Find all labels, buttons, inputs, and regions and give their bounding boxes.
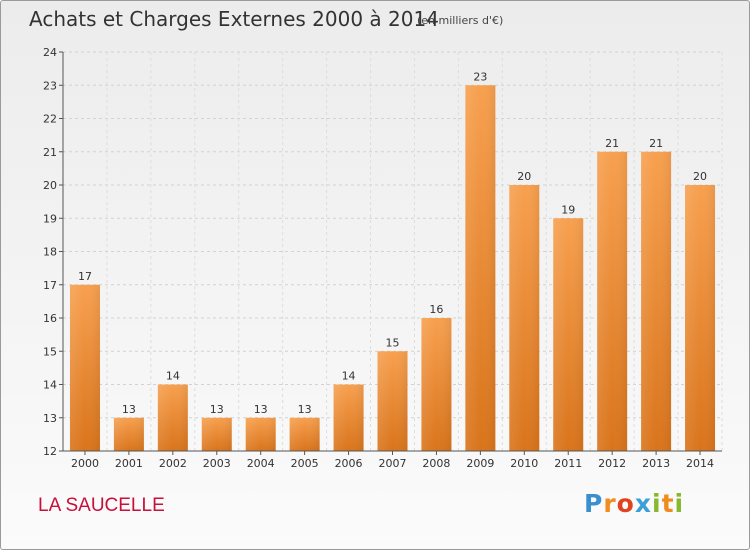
x-tick-label: 2007 [379,457,407,470]
y-tick-label: 19 [43,212,57,225]
bars [69,85,716,451]
x-tick-label: 2008 [422,457,450,470]
y-tick-label: 14 [43,379,57,392]
data-label: 13 [254,403,268,416]
data-label: 14 [166,370,180,383]
data-label: 14 [342,370,356,383]
data-label: 13 [298,403,312,416]
y-tick-label: 23 [43,79,57,92]
logo-letter: x [634,489,652,518]
y-tick-label: 15 [43,345,57,358]
data-label: 16 [429,303,443,316]
x-tick-label: 2005 [291,457,319,470]
y-tick-label: 13 [43,412,57,425]
data-label: 13 [210,403,224,416]
bar-shine [157,384,188,451]
y-tick-label: 22 [43,113,57,126]
bar-shine [597,151,628,451]
logo-letter: r [603,489,617,518]
data-label: 15 [386,336,400,349]
bar-shine [333,384,364,451]
y-tick-label: 21 [43,146,57,159]
data-label: 19 [561,203,575,216]
bar-shine [377,351,408,451]
bar-shine [553,218,584,451]
data-label: 23 [473,70,487,83]
place-name: LA SAUCELLE [38,495,165,516]
x-tick-label: 2012 [598,457,626,470]
logo-letter: t [661,489,675,518]
x-tick-label: 2010 [510,457,538,470]
data-label: 21 [605,137,619,150]
chart-subtitle: (en milliers d'€) [417,14,504,27]
x-tick-label: 2011 [554,457,582,470]
data-label: 20 [693,170,707,183]
x-tick-label: 2006 [335,457,363,470]
y-tick-label: 17 [43,279,57,292]
data-label: 21 [649,137,663,150]
bar-shine [641,151,672,451]
y-tick-label: 24 [43,46,57,59]
logo-letter: i [674,489,685,518]
logo-letter: o [616,489,635,518]
y-tick-label: 16 [43,312,57,325]
x-tick-label: 2003 [203,457,231,470]
axes [59,51,722,455]
y-tick-label: 12 [43,445,57,458]
proxiti-logo: Proxiti [584,489,684,518]
x-tick-label: 2013 [642,457,670,470]
bar-shine [685,185,716,451]
data-label: 20 [517,170,531,183]
bar-shine [289,417,320,451]
x-tick-label: 2009 [466,457,494,470]
x-tick-label: 2014 [686,457,714,470]
bar-shine [245,417,276,451]
x-tick-label: 2000 [71,457,99,470]
y-tick-label: 18 [43,246,57,259]
y-tick-label: 20 [43,179,57,192]
logo-letter: P [584,489,604,518]
chart-title: Achats et Charges Externes 2000 à 2014 [29,7,439,31]
bar-shine [69,284,100,451]
bar-shine [113,417,144,451]
labels: 12 13 14 15 16 17 18 19 20 21 22 23 24 17 2000 13 2001 14… [43,46,714,470]
bar-shine [509,185,540,451]
x-tick-label: 2001 [115,457,143,470]
x-tick-label: 2002 [159,457,187,470]
data-label: 17 [78,270,92,283]
data-label: 13 [122,403,136,416]
x-tick-label: 2004 [247,457,275,470]
logo-letter: i [652,489,662,518]
bar-shine [201,417,232,451]
bar-shine [465,85,496,451]
bar-shine [421,318,452,451]
